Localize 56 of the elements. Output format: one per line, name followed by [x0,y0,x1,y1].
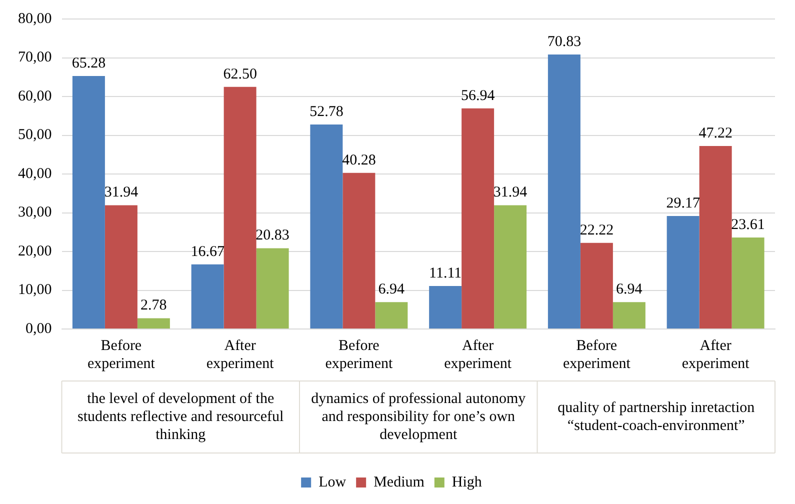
data-label: 65.28 [72,55,106,72]
legend-label: Medium [374,474,425,490]
data-label: 70.83 [547,34,582,50]
data-label: 22.22 [580,222,614,238]
bar [494,205,527,328]
x-tick-label: After experiment [682,338,750,372]
y-tick-label: 20,00 [18,243,52,260]
y-tick-label: 30,00 [18,204,52,221]
data-label: 29.17 [666,195,700,212]
y-tick-label: 50,00 [18,127,52,144]
data-label: 16.67 [190,244,225,260]
y-tick-label: 70,00 [18,50,52,66]
legend-label: Low [318,474,346,490]
data-label: 31.94 [493,184,528,201]
bar [72,76,105,328]
data-label: 56.94 [460,88,496,104]
y-tick-label: 0,00 [26,320,52,337]
bar [548,54,580,328]
text: quality of partnership inretaction “student-coach-environment” [558,400,756,434]
data-label: 52.78 [310,104,344,120]
x-tick-label: After experiment [444,338,512,372]
bar [224,86,256,328]
bar [666,216,700,328]
y-tick-label: 80,00 [18,10,52,27]
data-label: 31.94 [104,184,139,201]
bar [191,264,224,328]
data-label: 47.22 [698,125,732,142]
bar [429,286,462,328]
text: dynamics of professional autonomy and responsibility for one’s own development [311,390,526,443]
legend-label: High [452,474,482,490]
bar [462,108,494,328]
data-label: 6.94 [616,282,643,298]
x-tick-label: Before experiment [562,338,632,372]
text: the level of development of the students reflective and resourceful thinking [78,390,284,443]
data-label: 11.11 [429,265,462,282]
bar [104,205,138,328]
bar [699,146,732,328]
bar [580,242,613,328]
y-tick-label: 40,00 [18,166,52,182]
y-tick-label: 10,00 [18,282,52,298]
x-tick-label: Before experiment [325,338,394,372]
bar [375,302,408,328]
bar [310,124,343,328]
bar [137,318,170,328]
y-tick-label: 60,00 [18,88,52,104]
bar [256,248,289,328]
data-label: 23.61 [731,216,765,233]
x-tick-label: Before experiment [87,338,156,372]
data-label: 20.83 [256,228,290,244]
bar [342,172,376,328]
bar [612,302,646,328]
data-label: 6.94 [378,282,406,298]
data-label: 2.78 [140,298,167,314]
data-label: 62.50 [223,66,257,82]
x-tick-label: After experiment [206,338,275,372]
bar [732,238,764,328]
